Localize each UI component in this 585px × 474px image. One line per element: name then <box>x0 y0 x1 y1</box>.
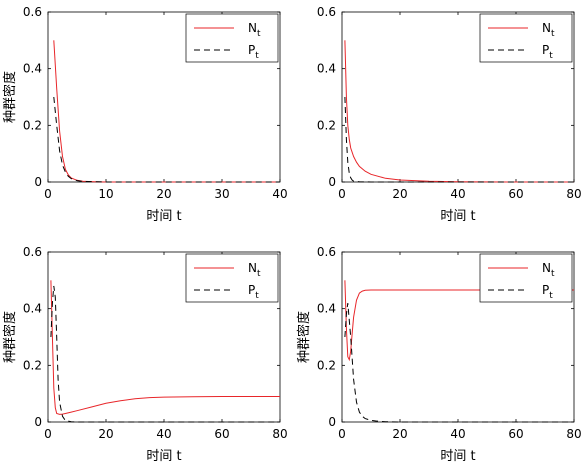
chart-panel-4: 0 20 40 60 80 0 0.2 0.4 0.6 时间 t 种群密度 Nt Pt <box>296 245 582 464</box>
series-line-N <box>344 40 574 183</box>
y-tick-label: 0.2 <box>317 358 336 372</box>
y-tick-label: 0 <box>34 415 42 429</box>
legend <box>185 13 279 63</box>
y-tick-label: 0 <box>34 175 42 189</box>
legend-label-P: Pt <box>248 283 259 301</box>
series-line-P <box>50 285 280 423</box>
x-tick-label: 20 <box>392 187 407 201</box>
x-tick-label: 0 <box>338 187 346 201</box>
x-tick-label: 0 <box>44 427 52 441</box>
x-tick-label: 30 <box>214 187 229 201</box>
y-tick-label: 0.6 <box>23 5 42 19</box>
y-tick-label: 0.6 <box>23 245 42 259</box>
x-tick-label: 0 <box>338 427 346 441</box>
x-axis-label: 时间 t <box>146 449 181 464</box>
legend-label-N: Nt <box>542 21 555 39</box>
legend-label-P: Pt <box>542 43 553 61</box>
y-tick-label: 0.4 <box>23 62 42 76</box>
y-tick-label: 0.2 <box>23 358 42 372</box>
x-tick-label: 20 <box>156 187 171 201</box>
y-tick-label: 0 <box>328 175 336 189</box>
series-line-P <box>344 96 574 183</box>
legend <box>185 253 279 303</box>
x-tick-label: 0 <box>44 187 52 201</box>
series-line-N <box>50 280 280 415</box>
legend <box>479 253 573 303</box>
x-tick-label: 40 <box>272 187 287 201</box>
chart-panel-3: 0 20 40 60 80 0 0.2 0.4 0.6 时间 t 种群密度 Nt Pt <box>2 245 288 464</box>
x-tick-label: 80 <box>272 427 287 441</box>
x-tick-label: 80 <box>566 427 581 441</box>
legend-label-N: Nt <box>248 21 261 39</box>
legend-label-N: Nt <box>248 261 261 279</box>
y-tick-label: 0.2 <box>23 118 42 132</box>
x-tick-label: 60 <box>214 427 229 441</box>
legend <box>479 13 573 63</box>
x-tick-label: 20 <box>98 427 113 441</box>
x-tick-label: 40 <box>450 187 465 201</box>
y-tick-label: 0.4 <box>317 62 336 76</box>
legend-label-P: Pt <box>248 43 259 61</box>
series-line-N <box>53 40 280 183</box>
x-tick-label: 60 <box>508 427 523 441</box>
y-tick-label: 0.6 <box>317 245 336 259</box>
y-axis-label: 种群密度 <box>2 71 18 123</box>
x-tick-label: 10 <box>98 187 113 201</box>
x-axis-label: 时间 t <box>146 209 181 224</box>
chart-panel-2: 0 20 40 60 80 0 0.2 0.4 0.6 时间 t Nt Pt <box>317 5 582 224</box>
x-axis-label: 时间 t <box>440 209 475 224</box>
y-axis-label: 种群密度 <box>296 311 312 363</box>
x-tick-label: 40 <box>450 427 465 441</box>
legend-label-P: Pt <box>542 283 553 301</box>
y-tick-label: 0 <box>328 415 336 429</box>
y-tick-label: 0.6 <box>317 5 336 19</box>
x-tick-label: 60 <box>508 187 523 201</box>
legend-label-N: Nt <box>542 261 555 279</box>
series-line-P <box>344 302 574 423</box>
y-tick-label: 0.2 <box>317 118 336 132</box>
y-axis-label: 种群密度 <box>2 311 18 363</box>
x-axis-label: 时间 t <box>440 449 475 464</box>
x-tick-label: 80 <box>566 187 581 201</box>
series-line-N <box>344 280 574 362</box>
x-tick-label: 40 <box>156 427 171 441</box>
y-tick-label: 0.4 <box>23 302 42 316</box>
y-tick-label: 0.4 <box>317 302 336 316</box>
chart-panel-1: 0 10 20 30 40 0 0.2 0.4 0.6 时间 t 种群密度 Nt Pt <box>2 5 288 224</box>
x-tick-label: 20 <box>392 427 407 441</box>
